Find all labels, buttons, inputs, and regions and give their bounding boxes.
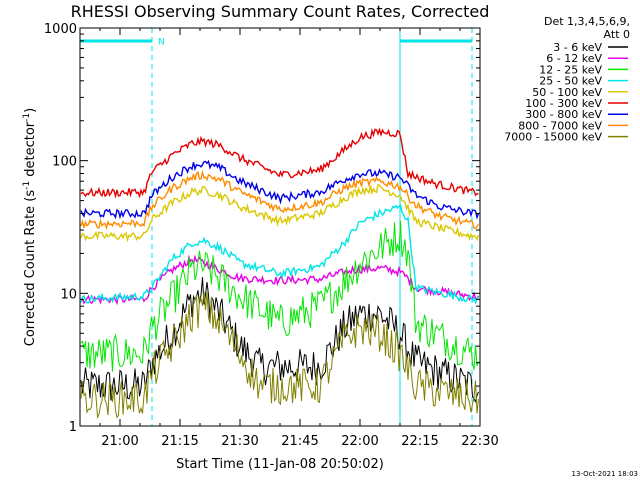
- legend-label-5: 100 - 300 keV: [525, 97, 602, 110]
- y-tick-label: 1000: [44, 22, 77, 37]
- chart-title: RHESSI Observing Summary Count Rates, Co…: [71, 2, 490, 21]
- series-line-6: [80, 159, 480, 220]
- series-line-2: [80, 221, 479, 372]
- legend-attenuator: Att 0: [604, 28, 630, 41]
- legend-label-4: 50 - 100 keV: [532, 86, 602, 99]
- y-tick-label: 1: [69, 420, 77, 435]
- legend-label-1: 6 - 12 keV: [546, 52, 602, 65]
- y-axis-label: Corrected Count Rate (s-1 detector-1): [22, 108, 38, 346]
- legend-label-6: 300 - 800 keV: [525, 108, 602, 121]
- series-line-7: [80, 169, 480, 231]
- night-flag-label: N: [158, 38, 165, 48]
- series-line-8: [80, 291, 479, 419]
- x-axis-ticks: 21:00 21:15 21:30 21:45 22:00 22:15 22:30: [79, 28, 499, 449]
- series-line-5: [80, 127, 479, 199]
- x-tick-label: 22:00: [341, 434, 378, 449]
- x-axis-label: Start Time (11-Jan-08 20:50:02): [176, 457, 384, 472]
- x-tick-label: 21:30: [221, 434, 258, 449]
- series-line-0: [80, 277, 479, 403]
- legend-detectors: Det 1,3,4,5,6,9,: [544, 15, 630, 28]
- series-line-4: [80, 184, 480, 243]
- series-line-3: [80, 204, 480, 305]
- x-tick-label: 21:45: [281, 434, 318, 449]
- series-group: [80, 127, 480, 419]
- legend-label-2: 12 - 25 keV: [539, 63, 602, 76]
- legend-label-3: 25 - 50 keV: [539, 75, 602, 88]
- series-line-1: [80, 254, 480, 306]
- y-axis-ticks: 1 10 100 1000: [44, 22, 480, 435]
- y-tick-label: 100: [52, 155, 77, 170]
- x-tick-label: 22:15: [401, 434, 438, 449]
- x-tick-label: 21:15: [161, 434, 198, 449]
- x-tick-label: 22:30: [461, 434, 498, 449]
- x-tick-label: 21:00: [101, 434, 138, 449]
- timestamp: 13-Oct-2021 18:03: [572, 470, 638, 478]
- legend-label-7: 800 - 7000 keV: [518, 119, 602, 132]
- y-tick-label: 10: [60, 287, 77, 302]
- legend-label-8: 7000 - 15000 keV: [504, 131, 602, 144]
- legend-label-0: 3 - 6 keV: [553, 41, 602, 54]
